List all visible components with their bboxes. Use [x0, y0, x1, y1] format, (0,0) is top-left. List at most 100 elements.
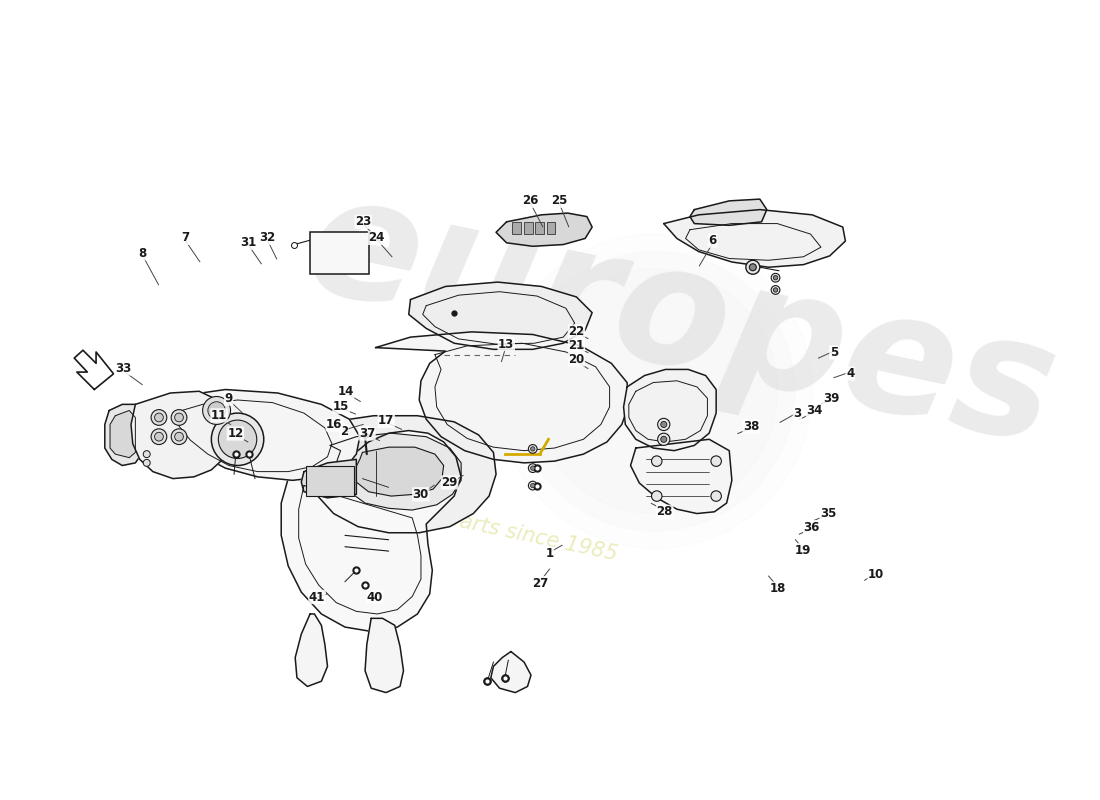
Text: 26: 26 [522, 194, 539, 207]
Text: 34: 34 [806, 404, 823, 417]
Text: 21: 21 [569, 339, 584, 352]
Polygon shape [690, 199, 767, 226]
Circle shape [528, 482, 537, 490]
Bar [306, 466, 354, 496]
Text: 19: 19 [795, 544, 812, 557]
Text: 41: 41 [309, 590, 326, 603]
Text: 9: 9 [224, 392, 233, 405]
Text: europes: europes [293, 162, 1069, 480]
Polygon shape [330, 433, 461, 510]
Text: 6: 6 [708, 234, 717, 247]
Circle shape [528, 464, 537, 473]
Circle shape [773, 275, 778, 280]
Polygon shape [630, 439, 732, 514]
Circle shape [175, 432, 184, 441]
Text: 11: 11 [211, 409, 228, 422]
Circle shape [151, 410, 167, 426]
Text: 40: 40 [366, 590, 383, 603]
Polygon shape [155, 390, 360, 480]
Polygon shape [365, 618, 404, 693]
Text: 20: 20 [569, 353, 584, 366]
Circle shape [175, 413, 184, 422]
Polygon shape [297, 416, 496, 533]
Bar [547, 222, 556, 234]
Text: 24: 24 [368, 231, 385, 245]
Text: 15: 15 [333, 401, 349, 414]
Circle shape [530, 446, 535, 451]
Polygon shape [409, 282, 592, 350]
Bar [536, 222, 544, 234]
Circle shape [143, 459, 151, 466]
Circle shape [208, 402, 226, 419]
Circle shape [211, 413, 264, 466]
Text: 27: 27 [531, 577, 548, 590]
Polygon shape [375, 332, 629, 463]
Text: 30: 30 [412, 488, 429, 501]
Polygon shape [515, 251, 795, 531]
Text: 4: 4 [846, 367, 855, 380]
Text: 16: 16 [326, 418, 342, 431]
Polygon shape [110, 410, 135, 458]
Bar [512, 222, 520, 234]
Text: 17: 17 [378, 414, 394, 427]
Circle shape [711, 456, 722, 466]
Circle shape [661, 436, 667, 442]
Circle shape [151, 429, 167, 445]
Circle shape [143, 450, 151, 458]
Text: 32: 32 [258, 231, 275, 245]
Text: 38: 38 [744, 420, 759, 433]
Circle shape [651, 491, 662, 502]
Text: 12: 12 [228, 427, 243, 440]
Text: 35: 35 [820, 506, 836, 520]
Polygon shape [663, 210, 846, 267]
Polygon shape [295, 614, 328, 686]
Text: 18: 18 [770, 582, 786, 595]
Text: 8: 8 [139, 246, 146, 260]
Text: 28: 28 [657, 506, 673, 518]
Bar [310, 232, 370, 274]
Text: 7: 7 [182, 231, 189, 245]
Text: 14: 14 [338, 385, 354, 398]
Text: 1: 1 [546, 547, 553, 560]
Circle shape [771, 286, 780, 294]
Text: 37: 37 [359, 427, 375, 440]
Circle shape [771, 274, 780, 282]
Text: 5: 5 [829, 346, 838, 359]
Circle shape [530, 466, 535, 470]
Polygon shape [498, 234, 812, 549]
Circle shape [528, 445, 537, 454]
Polygon shape [301, 459, 356, 498]
Circle shape [172, 410, 187, 426]
Polygon shape [496, 213, 592, 246]
Text: 3: 3 [793, 407, 802, 421]
Circle shape [773, 288, 778, 292]
Circle shape [749, 264, 757, 270]
Text: 33: 33 [114, 362, 131, 375]
Text: 23: 23 [355, 215, 372, 228]
Polygon shape [74, 350, 113, 390]
Text: 29: 29 [441, 476, 458, 489]
Circle shape [155, 432, 163, 441]
Circle shape [530, 483, 535, 488]
Polygon shape [131, 391, 227, 478]
Circle shape [658, 433, 670, 446]
Polygon shape [354, 447, 443, 496]
Text: 36: 36 [804, 521, 820, 534]
Circle shape [202, 397, 231, 425]
Text: 2: 2 [340, 425, 348, 438]
Circle shape [746, 260, 760, 274]
Text: 10: 10 [868, 568, 884, 581]
Circle shape [661, 422, 667, 427]
Text: a passion for parts since 1985: a passion for parts since 1985 [307, 480, 619, 565]
Text: 25: 25 [551, 194, 568, 207]
Circle shape [155, 413, 163, 422]
Text: 13: 13 [498, 338, 515, 350]
Circle shape [658, 418, 670, 430]
Text: 31: 31 [240, 236, 256, 250]
Circle shape [218, 420, 256, 458]
Bar [524, 222, 532, 234]
Polygon shape [532, 269, 778, 514]
Circle shape [711, 491, 722, 502]
Text: 39: 39 [823, 392, 839, 405]
Circle shape [172, 429, 187, 445]
